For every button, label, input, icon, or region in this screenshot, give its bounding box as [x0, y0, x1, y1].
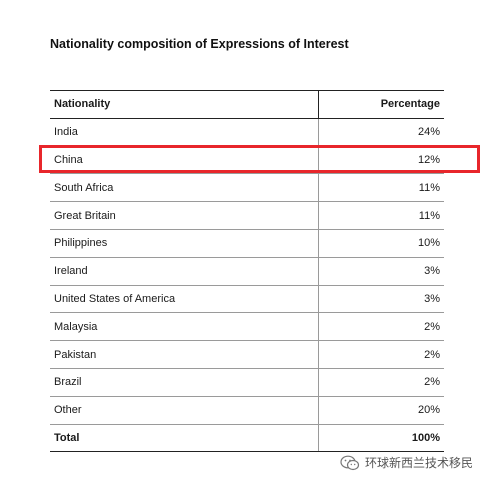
percentage-cell: 10% — [317, 229, 444, 258]
nationality-cell: China — [50, 146, 318, 175]
percentage-cell: 2% — [317, 368, 444, 397]
percentage-cell: 2% — [317, 312, 444, 342]
column-header-percentage: Percentage — [317, 90, 444, 119]
wechat-watermark: 环球新西兰技术移民 — [340, 454, 473, 471]
percentage-cell: 24% — [317, 118, 444, 147]
percentage-cell: 20% — [317, 396, 444, 425]
nationality-cell: India — [50, 118, 318, 147]
total-percentage: 100% — [317, 423, 444, 453]
nationality-cell: Philippines — [50, 229, 318, 258]
table-row: United States of America 3% — [50, 285, 444, 314]
table-row: Brazil 2% — [50, 368, 444, 397]
percentage-cell: 3% — [317, 285, 444, 314]
table-row: Great Britain 11% — [50, 201, 444, 230]
table-row: Malaysia 2% — [50, 312, 444, 342]
nationality-cell: Malaysia — [50, 312, 318, 342]
table-row: Philippines 10% — [50, 229, 444, 258]
nationality-cell: Great Britain — [50, 201, 318, 230]
table-row: China 12% — [50, 146, 444, 175]
percentage-cell: 12% — [317, 146, 444, 175]
table-row: Pakistan 2% — [50, 340, 444, 369]
percentage-cell: 11% — [317, 173, 444, 203]
table-row: South Africa 11% — [50, 173, 444, 203]
table-row: India 24% — [50, 118, 444, 147]
watermark-text: 环球新西兰技术移民 — [365, 456, 474, 470]
total-label: Total — [50, 423, 318, 453]
table-row: Ireland 3% — [50, 257, 444, 286]
nationality-cell: South Africa — [50, 173, 318, 203]
percentage-cell: 2% — [317, 340, 444, 369]
nationality-table: Nationality Percentage India 24% China 1… — [50, 90, 444, 453]
nationality-cell: Pakistan — [50, 340, 318, 369]
nationality-cell: Other — [50, 396, 318, 425]
total-row: Total 100% — [50, 423, 444, 453]
table-title: Nationality composition of Expressions o… — [50, 37, 349, 51]
percentage-cell: 11% — [317, 201, 444, 230]
nationality-cell: United States of America — [50, 285, 318, 314]
column-header-nationality: Nationality — [50, 90, 318, 119]
percentage-cell: 3% — [317, 257, 444, 286]
wechat-icon — [340, 455, 360, 471]
nationality-cell: Ireland — [50, 257, 318, 286]
table-header-row: Nationality Percentage — [50, 90, 444, 119]
table-row: Other 20% — [50, 396, 444, 425]
nationality-cell: Brazil — [50, 368, 318, 397]
